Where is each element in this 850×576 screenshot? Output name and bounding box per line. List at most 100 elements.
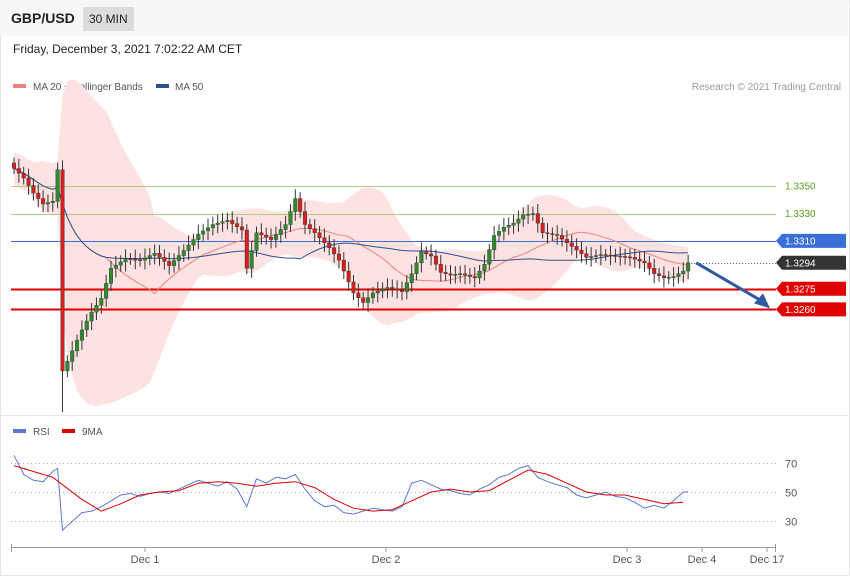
candle bbox=[215, 214, 220, 234]
time-tick-label: Dec 2 bbox=[372, 554, 401, 566]
candle bbox=[167, 252, 172, 275]
rsi-tick-label: 50 bbox=[785, 488, 797, 500]
candle-body bbox=[521, 214, 526, 220]
candle bbox=[220, 213, 225, 232]
candle-body bbox=[482, 264, 487, 272]
symbol-label: GBP/USD bbox=[11, 10, 75, 26]
candle bbox=[123, 249, 128, 272]
candle bbox=[443, 264, 448, 282]
candle bbox=[327, 235, 332, 256]
candle bbox=[477, 264, 482, 285]
rsi-line bbox=[13, 455, 689, 532]
candle bbox=[254, 226, 259, 257]
candle-body bbox=[637, 258, 642, 262]
candle bbox=[128, 253, 133, 265]
candle bbox=[540, 217, 545, 239]
candle bbox=[657, 267, 662, 282]
candle bbox=[11, 157, 16, 174]
candle bbox=[361, 291, 366, 309]
level-tag-shape bbox=[776, 302, 846, 317]
candle bbox=[249, 240, 254, 278]
candle-body bbox=[201, 230, 206, 235]
time-tick-label: Dec 1 bbox=[131, 554, 160, 566]
candle-body bbox=[370, 292, 375, 298]
timeframe-button[interactable]: 30 MIN bbox=[83, 7, 134, 31]
candle bbox=[574, 238, 579, 259]
candle bbox=[317, 226, 322, 245]
candle bbox=[259, 223, 264, 245]
candle-body bbox=[671, 276, 676, 278]
candle bbox=[133, 249, 138, 270]
candle bbox=[172, 253, 177, 273]
candle-body bbox=[269, 237, 274, 240]
candle bbox=[385, 278, 390, 299]
level-tag-shape bbox=[776, 281, 846, 296]
candle-body bbox=[414, 262, 419, 274]
level-tag-1.3294: 1.3294 bbox=[776, 255, 846, 270]
candle-body bbox=[244, 229, 249, 269]
candle bbox=[506, 217, 511, 236]
candle-body bbox=[94, 305, 99, 313]
candle-body bbox=[239, 226, 244, 231]
candle bbox=[380, 282, 385, 299]
candle-body bbox=[361, 297, 366, 303]
candle bbox=[201, 224, 206, 241]
candle bbox=[75, 334, 80, 357]
candle bbox=[50, 192, 55, 212]
candle-body bbox=[351, 281, 356, 294]
candle bbox=[492, 225, 497, 260]
bollinger-band bbox=[14, 79, 689, 406]
candle bbox=[60, 160, 65, 412]
candle bbox=[118, 255, 123, 272]
candle bbox=[516, 210, 521, 232]
candle bbox=[497, 224, 502, 243]
candle bbox=[511, 214, 516, 234]
candle-body bbox=[627, 256, 632, 259]
candle-body bbox=[623, 256, 628, 258]
candle-body bbox=[322, 237, 327, 243]
candle bbox=[104, 274, 109, 308]
candle bbox=[375, 281, 380, 303]
candle bbox=[409, 264, 414, 292]
candle-body bbox=[642, 260, 647, 264]
candle bbox=[569, 234, 574, 255]
candle-body bbox=[220, 221, 225, 224]
candle-body bbox=[404, 282, 409, 292]
candle-body bbox=[157, 253, 162, 258]
time-tick-label: Dec 3 bbox=[613, 554, 642, 566]
candle-body bbox=[560, 235, 565, 240]
time-axis: Dec 1 Dec 2 Dec 3 Dec 4 Dec 17 bbox=[11, 544, 784, 566]
candle-body bbox=[443, 272, 448, 274]
candle-body bbox=[210, 224, 215, 228]
candle-body bbox=[254, 232, 259, 251]
candle bbox=[550, 227, 555, 241]
candle-body bbox=[31, 185, 36, 194]
candle-body bbox=[167, 261, 172, 266]
candle-body bbox=[128, 258, 133, 260]
candle-body bbox=[138, 259, 143, 261]
candle bbox=[225, 212, 230, 230]
level-tag-shape bbox=[776, 233, 846, 248]
candle bbox=[642, 251, 647, 272]
candle-body bbox=[433, 255, 438, 265]
candle-body bbox=[647, 262, 652, 269]
candle-body bbox=[303, 211, 308, 225]
candle-body bbox=[530, 213, 535, 215]
candle-body bbox=[589, 256, 594, 258]
candle bbox=[603, 248, 608, 261]
candle-body bbox=[36, 192, 41, 199]
candle bbox=[113, 255, 118, 278]
ma9-legend-swatch bbox=[62, 429, 75, 433]
candle-body bbox=[147, 255, 152, 259]
candle-body bbox=[60, 169, 65, 372]
candle bbox=[336, 245, 341, 269]
candle-body bbox=[652, 268, 657, 274]
level-tag-label: 1.3350 bbox=[785, 182, 816, 193]
candle-body bbox=[341, 259, 346, 272]
candle bbox=[584, 246, 589, 265]
rsi-tick-label: 30 bbox=[785, 517, 797, 529]
candle bbox=[307, 218, 312, 235]
candle-body bbox=[113, 264, 118, 269]
candle bbox=[637, 251, 642, 269]
candle bbox=[589, 247, 594, 267]
